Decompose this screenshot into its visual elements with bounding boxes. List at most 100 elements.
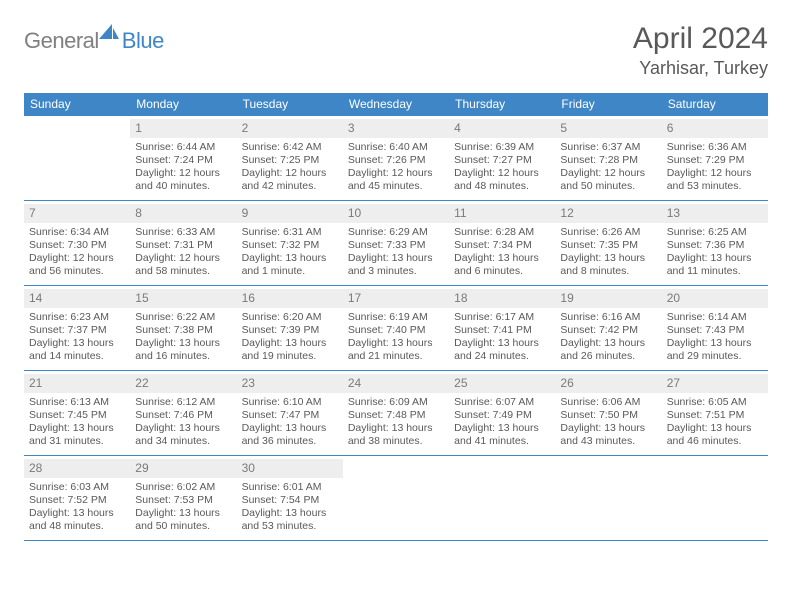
day-details: Sunrise: 6:12 AMSunset: 7:46 PMDaylight:…: [135, 396, 231, 449]
day-details: Sunrise: 6:34 AMSunset: 7:30 PMDaylight:…: [29, 226, 125, 279]
calendar-day: 22Sunrise: 6:12 AMSunset: 7:46 PMDayligh…: [130, 371, 236, 455]
calendar-day: 3 Sunrise: 6:40 AMSunset: 7:26 PMDaylight…: [343, 116, 449, 200]
day-number: 28: [24, 459, 130, 478]
day-details: Sunrise: 6:40 AMSunset: 7:26 PMDaylight:…: [348, 141, 444, 194]
day-number: 18: [449, 289, 555, 308]
day-number: 8: [130, 204, 236, 223]
weekday-header: Saturday: [662, 93, 768, 116]
day-number: 7: [24, 204, 130, 223]
day-number: 21: [24, 374, 130, 393]
calendar-day: 11 Sunrise: 6:28 AMSunset: 7:34 PMDayligh…: [449, 201, 555, 285]
sail-icon: [99, 24, 119, 45]
day-number: 26: [555, 374, 661, 393]
day-number: 1: [130, 119, 236, 138]
calendar-day: 19 Sunrise: 6:16 AMSunset: 7:42 PMDayligh…: [555, 286, 661, 370]
day-number: 9: [237, 204, 343, 223]
day-number: 14: [24, 289, 130, 308]
calendar-grid: Sunday Monday Tuesday Wednesday Thursday…: [24, 93, 768, 541]
day-number: 25: [449, 374, 555, 393]
day-number: 17: [343, 289, 449, 308]
day-details: Sunrise: 6:31 AMSunset: 7:32 PMDaylight:…: [242, 226, 338, 279]
calendar-day: 8 Sunrise: 6:33 AMSunset: 7:31 PMDaylight…: [130, 201, 236, 285]
calendar-day: 26 Sunrise: 6:06 AMSunset: 7:50 PMDayligh…: [555, 371, 661, 455]
day-details: Sunrise: 6:26 AMSunset: 7:35 PMDaylight:…: [560, 226, 656, 279]
title-block: April 2024 Yarhisar, Turkey: [633, 22, 768, 79]
day-details: Sunrise: 6:13 AMSunset: 7:45 PMDaylight:…: [29, 396, 125, 449]
weekday-header: Friday: [555, 93, 661, 116]
day-number: 2: [237, 119, 343, 138]
day-details: Sunrise: 6:20 AMSunset: 7:39 PMDaylight:…: [242, 311, 338, 364]
calendar-week: 7 Sunrise: 6:34 AMSunset: 7:30 PMDaylight…: [24, 201, 768, 286]
calendar-day: 20Sunrise: 6:14 AMSunset: 7:43 PMDayligh…: [662, 286, 768, 370]
day-details: Sunrise: 6:14 AMSunset: 7:43 PMDaylight:…: [667, 311, 763, 364]
weekday-header: Wednesday: [343, 93, 449, 116]
calendar-day: 9 Sunrise: 6:31 AMSunset: 7:32 PMDaylight…: [237, 201, 343, 285]
day-details: Sunrise: 6:33 AMSunset: 7:31 PMDaylight:…: [135, 226, 231, 279]
day-number: 5: [555, 119, 661, 138]
calendar-day: 6 Sunrise: 6:36 AMSunset: 7:29 PMDaylight…: [662, 116, 768, 200]
brand-part1: General: [24, 28, 99, 54]
calendar-week: 28 Sunrise: 6:03 AMSunset: 7:52 PMDayligh…: [24, 456, 768, 541]
calendar-day: 15Sunrise: 6:22 AMSunset: 7:38 PMDayligh…: [130, 286, 236, 370]
calendar-day: 21 Sunrise: 6:13 AMSunset: 7:45 PMDayligh…: [24, 371, 130, 455]
calendar-week: 21 Sunrise: 6:13 AMSunset: 7:45 PMDayligh…: [24, 371, 768, 456]
location-label: Yarhisar, Turkey: [633, 58, 768, 79]
calendar-day: 24 Sunrise: 6:09 AMSunset: 7:48 PMDayligh…: [343, 371, 449, 455]
day-details: Sunrise: 6:05 AMSunset: 7:51 PMDaylight:…: [667, 396, 763, 449]
calendar-day: 2 Sunrise: 6:42 AMSunset: 7:25 PMDaylight…: [237, 116, 343, 200]
weekday-header: Monday: [130, 93, 236, 116]
day-number: 27: [662, 374, 768, 393]
calendar-day-empty: .: [343, 456, 449, 540]
weekday-header: Thursday: [449, 93, 555, 116]
calendar-page: General Blue April 2024 Yarhisar, Turkey…: [0, 0, 792, 541]
calendar-day: 25Sunrise: 6:07 AMSunset: 7:49 PMDayligh…: [449, 371, 555, 455]
day-details: Sunrise: 6:01 AMSunset: 7:54 PMDaylight:…: [242, 481, 338, 534]
day-number: 10: [343, 204, 449, 223]
day-details: Sunrise: 6:03 AMSunset: 7:52 PMDaylight:…: [29, 481, 125, 534]
day-number: 16: [237, 289, 343, 308]
day-details: Sunrise: 6:39 AMSunset: 7:27 PMDaylight:…: [454, 141, 550, 194]
day-number: 12: [555, 204, 661, 223]
day-number: 3: [343, 119, 449, 138]
calendar-day: 7 Sunrise: 6:34 AMSunset: 7:30 PMDaylight…: [24, 201, 130, 285]
day-details: Sunrise: 6:42 AMSunset: 7:25 PMDaylight:…: [242, 141, 338, 194]
calendar-day-empty: .: [662, 456, 768, 540]
day-details: Sunrise: 6:36 AMSunset: 7:29 PMDaylight:…: [667, 141, 763, 194]
day-details: Sunrise: 6:02 AMSunset: 7:53 PMDaylight:…: [135, 481, 231, 534]
calendar-day: 16 Sunrise: 6:20 AMSunset: 7:39 PMDayligh…: [237, 286, 343, 370]
calendar-day: 12 Sunrise: 6:26 AMSunset: 7:35 PMDayligh…: [555, 201, 661, 285]
day-details: Sunrise: 6:16 AMSunset: 7:42 PMDaylight:…: [560, 311, 656, 364]
weekday-header-row: Sunday Monday Tuesday Wednesday Thursday…: [24, 93, 768, 116]
day-number: 24: [343, 374, 449, 393]
day-details: Sunrise: 6:44 AMSunset: 7:24 PMDaylight:…: [135, 141, 231, 194]
brand-logo: General Blue: [24, 28, 164, 54]
day-details: Sunrise: 6:37 AMSunset: 7:28 PMDaylight:…: [560, 141, 656, 194]
day-number: 29: [130, 459, 236, 478]
header: General Blue April 2024 Yarhisar, Turkey: [24, 22, 768, 79]
day-number: 23: [237, 374, 343, 393]
day-details: Sunrise: 6:25 AMSunset: 7:36 PMDaylight:…: [667, 226, 763, 279]
day-number: 6: [662, 119, 768, 138]
day-details: Sunrise: 6:06 AMSunset: 7:50 PMDaylight:…: [560, 396, 656, 449]
day-number: 11: [449, 204, 555, 223]
day-details: Sunrise: 6:29 AMSunset: 7:33 PMDaylight:…: [348, 226, 444, 279]
calendar-day: 27 Sunrise: 6:05 AMSunset: 7:51 PMDayligh…: [662, 371, 768, 455]
day-details: Sunrise: 6:19 AMSunset: 7:40 PMDaylight:…: [348, 311, 444, 364]
calendar-week: .1Sunrise: 6:44 AMSunset: 7:24 PMDayligh…: [24, 116, 768, 201]
weekday-header: Sunday: [24, 93, 130, 116]
day-details: Sunrise: 6:28 AMSunset: 7:34 PMDaylight:…: [454, 226, 550, 279]
day-details: Sunrise: 6:09 AMSunset: 7:48 PMDaylight:…: [348, 396, 444, 449]
day-details: Sunrise: 6:10 AMSunset: 7:47 PMDaylight:…: [242, 396, 338, 449]
day-details: Sunrise: 6:23 AMSunset: 7:37 PMDaylight:…: [29, 311, 125, 364]
calendar-day: 29 Sunrise: 6:02 AMSunset: 7:53 PMDayligh…: [130, 456, 236, 540]
day-number: 19: [555, 289, 661, 308]
day-number: 30: [237, 459, 343, 478]
month-title: April 2024: [633, 22, 768, 56]
weekday-header: Tuesday: [237, 93, 343, 116]
calendar-day-empty: .: [555, 456, 661, 540]
calendar-day: 18Sunrise: 6:17 AMSunset: 7:41 PMDayligh…: [449, 286, 555, 370]
calendar-day: 17 Sunrise: 6:19 AMSunset: 7:40 PMDayligh…: [343, 286, 449, 370]
calendar-day: 4Sunrise: 6:39 AMSunset: 7:27 PMDaylight…: [449, 116, 555, 200]
calendar-day: 10 Sunrise: 6:29 AMSunset: 7:33 PMDayligh…: [343, 201, 449, 285]
calendar-day: 23 Sunrise: 6:10 AMSunset: 7:47 PMDayligh…: [237, 371, 343, 455]
